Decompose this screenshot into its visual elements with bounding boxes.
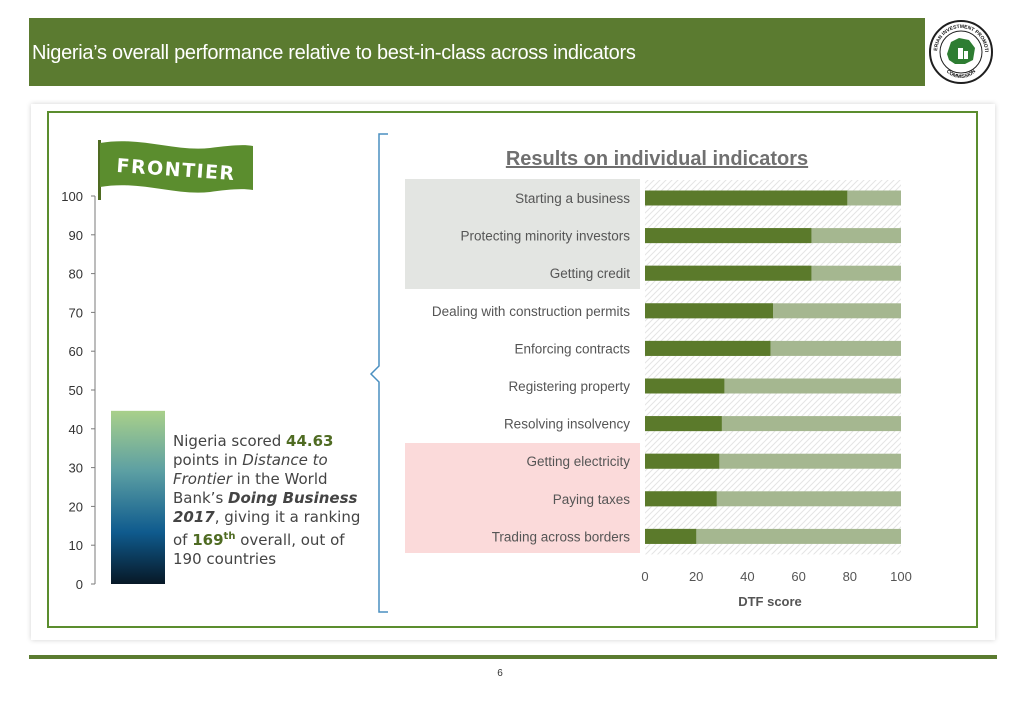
y-tick-label: 80 xyxy=(69,267,83,282)
score-blurb: Nigeria scored 44.63 points in Distance … xyxy=(173,432,361,568)
page-number: 6 xyxy=(497,668,503,679)
category-label: Enforcing contracts xyxy=(514,341,630,356)
category-label: Registering property xyxy=(508,379,630,394)
x-tick-label: 100 xyxy=(890,569,912,584)
bar-score xyxy=(645,378,725,394)
bar-score xyxy=(645,190,848,206)
dtf-vertical-chart: 0 10 20 30 40 50 60 70 80 90 100 xyxy=(61,189,165,592)
x-axis-label: DTF score xyxy=(738,594,802,609)
logo-text-bottom: COMMISSION xyxy=(945,68,977,80)
y-tick-label: 10 xyxy=(69,538,83,553)
content-card xyxy=(47,111,978,628)
y-tick-label: 70 xyxy=(69,305,83,320)
y-tick-label: 100 xyxy=(61,189,83,204)
category-label: Starting a business xyxy=(515,191,630,206)
band-bottom-indicators xyxy=(405,443,640,553)
header-bar: Nigeria’s overall performance relative t… xyxy=(29,18,925,86)
bar-score xyxy=(645,340,771,356)
x-tick-label: 80 xyxy=(843,569,857,584)
score-value: 44.63 xyxy=(286,432,334,450)
indicators-bar-chart: Results on individual indicators Starting… xyxy=(432,148,912,609)
footer-rule xyxy=(29,655,997,659)
bar-score xyxy=(645,228,812,244)
svg-text:COMMISSION: COMMISSION xyxy=(945,68,977,80)
x-tick-label: 40 xyxy=(740,569,754,584)
x-tick-label: 0 xyxy=(641,569,648,584)
bar-score xyxy=(645,453,720,469)
rank-value: 169 xyxy=(192,531,224,549)
category-label: Getting credit xyxy=(550,266,631,281)
bar-score xyxy=(645,491,717,507)
category-label: Trading across borders xyxy=(492,529,631,544)
bar-score xyxy=(645,528,697,544)
band-top-indicators xyxy=(405,179,640,289)
nipc-logo: NIGERIAN INVESTMENT PROMOTION COMMISSION xyxy=(925,18,993,84)
category-label: Dealing with construction permits xyxy=(432,304,630,319)
x-tick-label: 60 xyxy=(791,569,805,584)
y-tick-label: 40 xyxy=(69,422,83,437)
bar-score xyxy=(645,416,722,432)
bracket-brace xyxy=(369,133,388,613)
frontier-flag: FRONTIER xyxy=(98,140,253,200)
y-tick-label: 90 xyxy=(69,228,83,243)
chart-title: Results on individual indicators xyxy=(506,148,808,170)
x-tick-label: 20 xyxy=(689,569,703,584)
bar-score xyxy=(645,303,773,319)
category-label: Resolving insolvency xyxy=(504,417,630,432)
y-tick-label: 30 xyxy=(69,461,83,476)
y-tick-label: 60 xyxy=(69,344,83,359)
y-tick-label: 0 xyxy=(76,577,83,592)
page-title: Nigeria’s overall performance relative t… xyxy=(32,42,636,64)
category-label: Paying taxes xyxy=(553,492,631,507)
bar-remainder xyxy=(645,528,901,544)
category-label: Protecting minority investors xyxy=(460,229,630,244)
y-tick-label: 50 xyxy=(69,383,83,398)
bar-score xyxy=(645,265,812,281)
y-tick-label: 20 xyxy=(69,499,83,514)
category-label: Getting electricity xyxy=(526,454,630,469)
dtf-score-bar xyxy=(111,410,165,584)
